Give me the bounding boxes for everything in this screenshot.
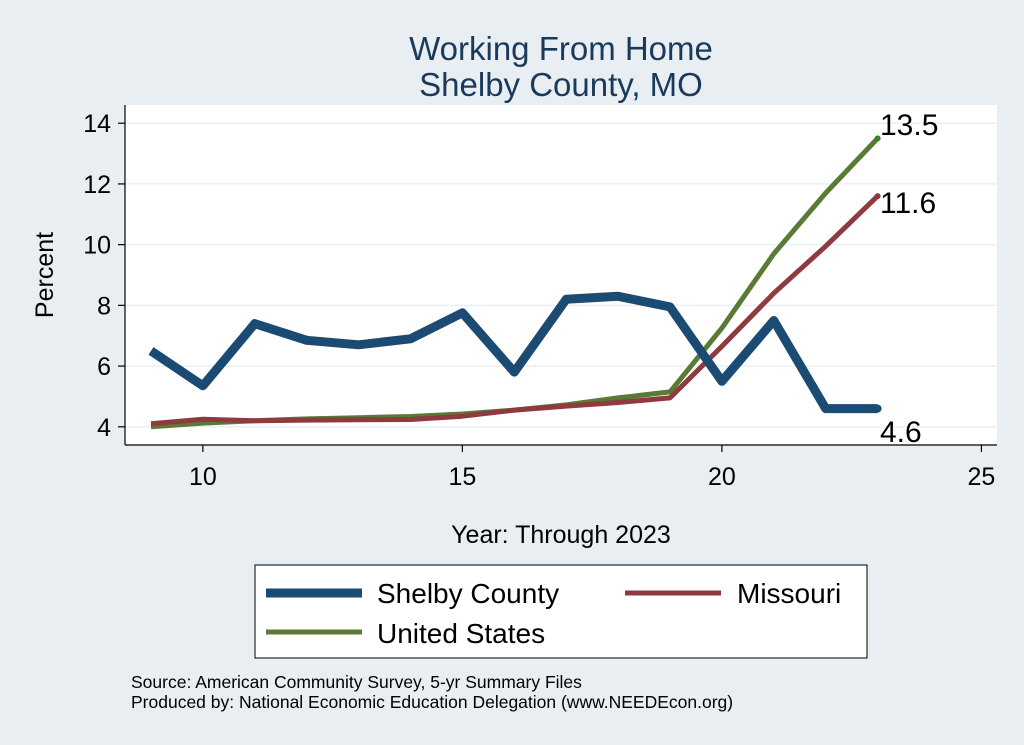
y-tick-label-8: 8	[97, 292, 111, 320]
series-line-shelby-county	[148, 291, 878, 414]
series-end-point-united-states	[874, 135, 881, 142]
legend-label-missouri: Missouri	[737, 578, 841, 609]
produced-by-note: Produced by: National Economic Education…	[131, 692, 734, 712]
legend-label-united-states: United States	[377, 618, 545, 649]
y-tick-label-10: 10	[83, 232, 111, 260]
x-axis-label: Year: Through 2023	[451, 521, 671, 549]
series-group	[148, 135, 882, 430]
y-tick-label-4: 4	[97, 414, 111, 442]
legend-label-shelby-county: Shelby County	[377, 578, 559, 609]
chart-title-line-1: Working From Home	[409, 30, 713, 67]
x-tick-label-20: 20	[708, 463, 736, 491]
x-ticks: 10 15 20 25	[189, 445, 995, 491]
end-label-missouri: 11.6	[880, 187, 936, 220]
y-axis-label: Percent	[31, 232, 59, 318]
legend	[254, 564, 868, 659]
series-end-point-missouri	[874, 193, 881, 200]
source-note: Source: American Community Survey, 5-yr …	[131, 672, 582, 692]
end-label-shelby-county: 4.6	[880, 416, 922, 449]
series-line-missouri	[150, 194, 880, 427]
chart-title-line-2: Shelby County, MO	[419, 66, 703, 103]
series-end-point-shelby-county	[873, 404, 882, 413]
end-label-united-states: 13.5	[880, 109, 938, 142]
x-tick-label-15: 15	[448, 463, 476, 491]
y-ticks: 4 6 8 10 12 14	[83, 110, 125, 442]
y-tick-label-14: 14	[83, 110, 111, 138]
x-tick-label-10: 10	[189, 463, 217, 491]
y-tick-label-12: 12	[83, 171, 111, 199]
x-tick-label-25: 25	[968, 463, 996, 491]
plot-area	[125, 105, 997, 445]
y-tick-label-6: 6	[97, 353, 111, 381]
